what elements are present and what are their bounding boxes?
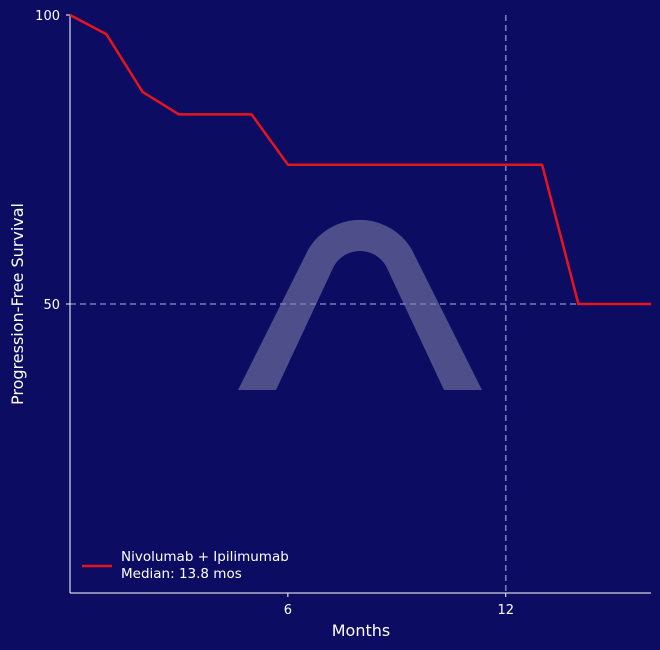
series-layer <box>69 13 651 306</box>
series-line <box>69 13 651 306</box>
legend-sublabel: Median: 13.8 mos <box>121 566 242 582</box>
legend-label: Nivolumab + Ipilimumab <box>121 549 289 565</box>
y-axis-title: Progression-Free Survival <box>8 203 27 405</box>
legend: Nivolumab + Ipilimumab Median: 13.8 mos <box>82 549 289 582</box>
watermark-arch-icon <box>238 219 482 390</box>
y-tick-label: 100 <box>35 9 60 24</box>
x-tick-label: 6 <box>284 603 292 618</box>
reference-lines <box>70 15 651 593</box>
x-axis-title: Months <box>332 621 390 640</box>
tick-labels: 6 12 50 100 <box>35 9 514 618</box>
watermark <box>238 219 482 390</box>
y-tick-label: 50 <box>43 298 60 313</box>
x-tick-label: 12 <box>497 603 514 618</box>
